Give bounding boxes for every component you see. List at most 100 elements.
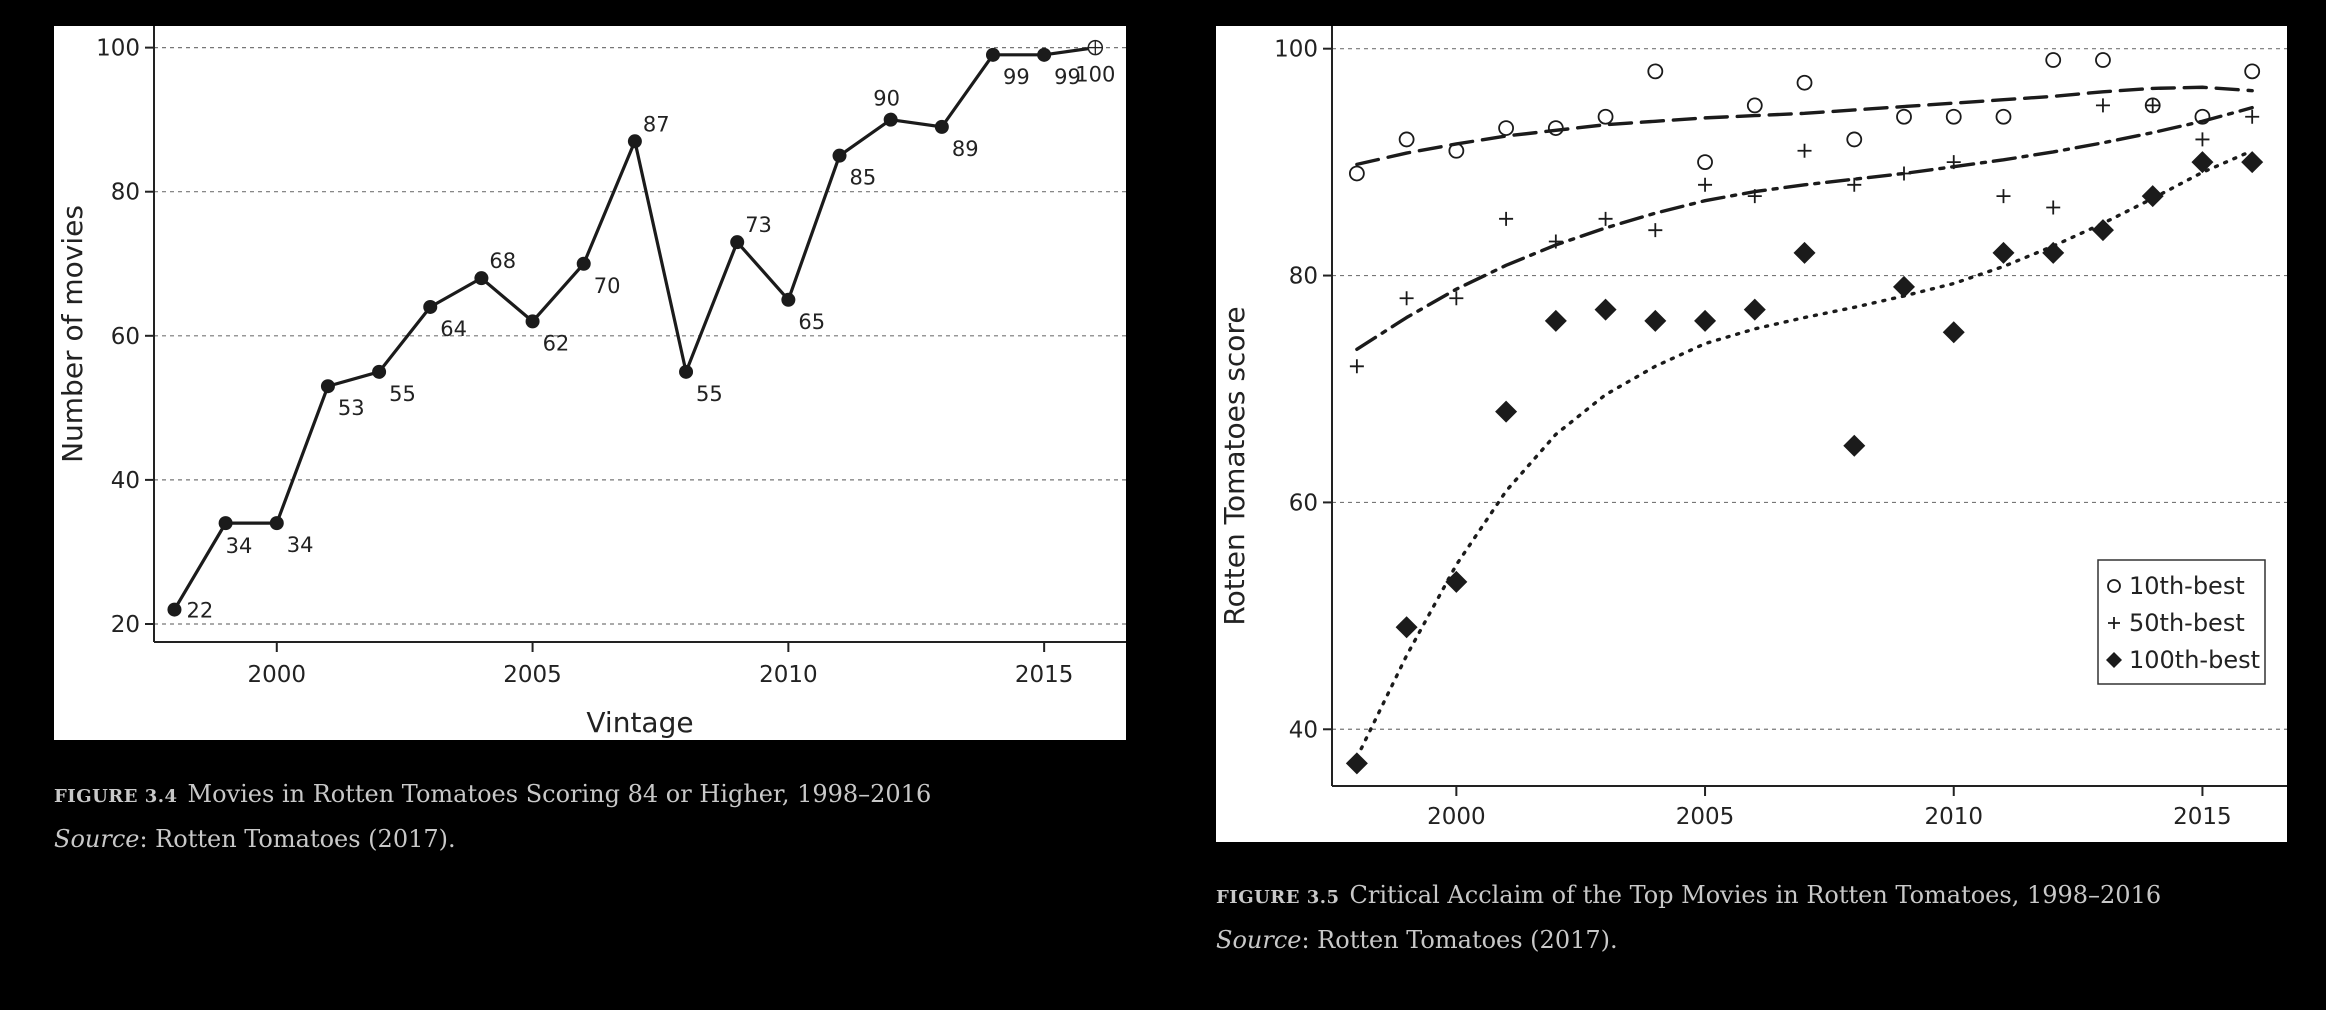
caption-source-line: Source: Rotten Tomatoes (2017). bbox=[1216, 919, 2296, 961]
marker-plus bbox=[1797, 143, 1812, 158]
x-tick-label: 2000 bbox=[1427, 804, 1486, 830]
x-tick-label: 2010 bbox=[1924, 804, 1983, 830]
x-tick-label: 2005 bbox=[503, 662, 562, 688]
marker-diamond bbox=[1942, 321, 1965, 344]
source-label: Source bbox=[54, 825, 140, 853]
data-point bbox=[627, 134, 642, 149]
chart-vintage-count: 20 40 60 80 100 2000 2005 2010 2015 Vintage Number… bbox=[54, 26, 1126, 740]
marker-plus bbox=[2245, 109, 2260, 124]
caption-title-line: FIGURE 3.5 Critical Acclaim of the Top Mo… bbox=[1216, 874, 2296, 919]
source-text: : Rotten Tomatoes (2017). bbox=[139, 825, 456, 853]
marker-circle bbox=[1647, 63, 1664, 80]
caption-title-line: FIGURE 3.4 Movies in Rotten Tomatoes Scor… bbox=[54, 773, 1134, 818]
y-tick-label: 60 bbox=[111, 324, 140, 350]
x-tick-label: 2015 bbox=[2173, 804, 2232, 830]
data-label: 55 bbox=[696, 382, 723, 406]
y-tick-label: 80 bbox=[1289, 264, 1318, 290]
marker-plus bbox=[2046, 200, 2061, 215]
marker-diamond bbox=[1694, 309, 1717, 332]
y-tick-label: 60 bbox=[1289, 490, 1318, 516]
source-text: : Rotten Tomatoes (2017). bbox=[1301, 926, 1618, 954]
data-point bbox=[679, 364, 694, 379]
data-label: 64 bbox=[440, 317, 467, 341]
y-tick-label: 100 bbox=[1274, 37, 1318, 63]
marker-diamond bbox=[1793, 241, 1816, 264]
data-point bbox=[423, 299, 438, 314]
marker-diamond bbox=[1594, 298, 1617, 321]
marker-plus bbox=[1648, 223, 1663, 238]
figure-title: Movies in Rotten Tomatoes Scoring 84 or … bbox=[187, 780, 932, 808]
data-label: 68 bbox=[489, 249, 516, 273]
figure-title: Critical Acclaim of the Top Movies in Ro… bbox=[1349, 881, 2162, 909]
data-label: 53 bbox=[338, 396, 365, 420]
marker-circle bbox=[2045, 52, 2062, 68]
marker-diamond bbox=[1345, 752, 1368, 775]
marker-circle bbox=[1547, 120, 1564, 136]
marker-circle bbox=[1498, 120, 1514, 136]
marker-plus bbox=[1548, 234, 1563, 249]
marker-circle bbox=[1697, 154, 1713, 171]
marker-plus bbox=[1897, 166, 1912, 181]
x-axis-title: Vintage bbox=[586, 706, 693, 739]
marker-diamond bbox=[2141, 185, 2164, 208]
legend-marker-plus bbox=[2108, 617, 2120, 629]
marker-diamond bbox=[1395, 616, 1418, 639]
marker-plus bbox=[2145, 98, 2160, 113]
marker-circle bbox=[2194, 108, 2211, 125]
line-chart-svg: 20 40 60 80 100 2000 2005 2010 2015 Vintage Number… bbox=[56, 26, 1126, 739]
marker-diamond bbox=[1992, 241, 2015, 264]
trend-line-circle bbox=[1355, 85, 2254, 167]
data-label: 70 bbox=[594, 274, 621, 298]
marker-diamond bbox=[2091, 219, 2114, 242]
figure-caption-3-4: FIGURE 3.4 Movies in Rotten Tomatoes Scor… bbox=[54, 773, 1134, 860]
legend-label: 50th-best bbox=[2129, 609, 2245, 637]
marker-diamond bbox=[1843, 434, 1866, 457]
marker-plus bbox=[1946, 155, 1961, 170]
data-label: 99 bbox=[1003, 65, 1030, 89]
chart-rt-scores: 40 60 80 100 2000 2005 2010 2015 Rotten Tomatoes… bbox=[1216, 26, 2287, 842]
marker-circle bbox=[1796, 74, 1813, 91]
data-point bbox=[1037, 47, 1052, 62]
marker-circle bbox=[1746, 97, 1763, 114]
marker-circle bbox=[1945, 108, 1962, 125]
marker-circle bbox=[1448, 142, 1465, 159]
data-label: 99 bbox=[1054, 65, 1081, 89]
data-point bbox=[934, 119, 949, 134]
figure-number: FIGURE 3.4 bbox=[54, 786, 178, 807]
trend-line-diamond bbox=[1355, 149, 2254, 760]
y-tick-label: 40 bbox=[111, 468, 140, 494]
marker-circle bbox=[1398, 131, 1415, 148]
legend-label: 10th-best bbox=[2129, 572, 2245, 600]
marker-diamond bbox=[1743, 298, 1766, 321]
y-axis-title: Rotten Tomatoes score bbox=[1218, 306, 1251, 625]
x-tick-label: 2000 bbox=[248, 662, 307, 688]
legend-box bbox=[2097, 559, 2266, 685]
marker-diamond bbox=[1644, 309, 1667, 332]
marker-circle bbox=[1896, 108, 1912, 125]
marker-diamond bbox=[2241, 151, 2264, 174]
y-tick-label: 20 bbox=[111, 612, 140, 638]
data-point bbox=[576, 256, 591, 271]
data-point bbox=[781, 292, 796, 307]
marker-plus bbox=[1499, 211, 1514, 226]
marker-circle bbox=[1348, 165, 1365, 182]
marker-diamond bbox=[2042, 241, 2065, 264]
data-point bbox=[218, 516, 233, 531]
marker-plus bbox=[1598, 211, 1613, 226]
data-point bbox=[883, 112, 898, 127]
legend-label: 100th-best bbox=[2129, 646, 2260, 674]
trend-line-plus bbox=[1355, 105, 2254, 351]
data-label: 87 bbox=[643, 112, 670, 136]
y-tick-label: 80 bbox=[111, 180, 140, 206]
legend-marker-circle bbox=[2107, 579, 2121, 593]
marker-circle bbox=[1995, 108, 2012, 125]
data-label: 100 bbox=[1075, 63, 1115, 87]
marker-plus bbox=[1747, 189, 1762, 204]
figure-number: FIGURE 3.5 bbox=[1216, 887, 1340, 908]
data-label: 55 bbox=[389, 382, 416, 406]
data-point bbox=[525, 314, 540, 329]
marker-circle bbox=[1597, 108, 1614, 125]
series-line bbox=[173, 46, 1096, 611]
x-tick-label: 2005 bbox=[1676, 804, 1735, 830]
marker-diamond bbox=[2191, 151, 2214, 174]
